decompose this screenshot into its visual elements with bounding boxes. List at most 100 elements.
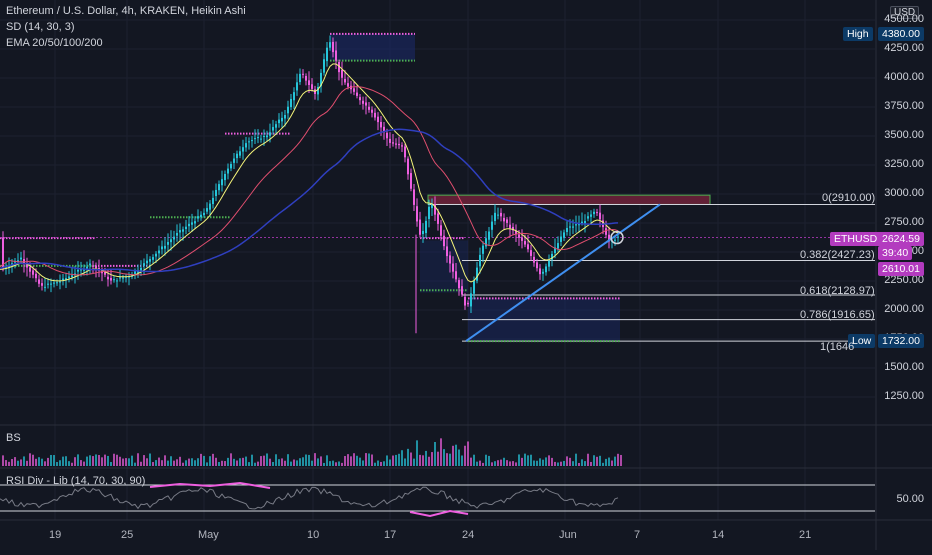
candle-body: [263, 135, 265, 137]
volume-bar: [71, 462, 73, 466]
volume-bar: [560, 461, 562, 466]
candle-body: [326, 47, 328, 62]
volume-bar: [212, 453, 214, 466]
rsi-pane-label[interactable]: RSI Div - Lib (14, 70, 30, 90): [6, 475, 146, 487]
volume-bar: [563, 460, 565, 466]
volume-bar: [587, 453, 589, 466]
volume-bar: [179, 456, 181, 466]
candle-body: [152, 257, 154, 260]
candle-body: [173, 236, 175, 240]
current-price-tag: 2624.59: [878, 232, 924, 246]
candle-body: [191, 222, 193, 225]
volume-bar: [584, 461, 586, 466]
candle-body: [311, 84, 313, 89]
volume-bar: [482, 462, 484, 466]
candle-body: [530, 250, 532, 256]
time-tick-label: 17: [384, 529, 397, 541]
volume-bar: [92, 456, 94, 466]
candle-body: [35, 273, 37, 279]
volume-bar: [32, 454, 34, 466]
volume-bar: [449, 453, 451, 466]
volume-bar: [605, 458, 607, 466]
volume-bar: [284, 460, 286, 466]
volume-bar: [161, 460, 163, 466]
candle-body: [194, 221, 196, 224]
candle-body: [365, 102, 367, 106]
volume-bar: [308, 454, 310, 466]
candle-body: [8, 265, 10, 268]
volume-bar: [539, 458, 541, 466]
volume-bar: [137, 453, 139, 466]
candle-body: [374, 112, 376, 118]
volume-bar: [290, 461, 292, 466]
indicator-sd-label[interactable]: SD (14, 30, 3): [6, 21, 75, 33]
price-tick-label: 2750.00: [884, 216, 924, 228]
volume-bar: [242, 457, 244, 466]
candle-body: [203, 212, 205, 216]
candle-body: [113, 279, 115, 281]
candle-body: [404, 146, 406, 158]
rsi-line: [0, 486, 619, 510]
candle-body: [608, 234, 610, 242]
volume-bar: [35, 458, 37, 466]
volume-bar: [506, 460, 508, 466]
volume-bar: [230, 453, 232, 466]
volume-bar: [332, 460, 334, 466]
time-tick-label: 14: [712, 529, 725, 541]
volume-bar: [554, 461, 556, 466]
volume-bar: [272, 461, 274, 466]
candle-body: [164, 245, 166, 249]
volume-bar: [257, 461, 259, 466]
candle-body: [470, 293, 472, 307]
volume-bar: [545, 457, 547, 466]
volume-bar: [494, 461, 496, 466]
candle-body: [275, 124, 277, 128]
volume-bar: [215, 457, 217, 466]
volume-bar: [350, 456, 352, 466]
volume-bar: [476, 461, 478, 466]
volume-bar: [131, 455, 133, 466]
candle-body: [77, 269, 79, 272]
volume-bar: [29, 453, 31, 466]
candle-body: [170, 239, 172, 243]
candle-body: [353, 88, 355, 92]
volume-bar: [614, 456, 616, 466]
candle-body: [338, 62, 340, 73]
rsi-level-label: 50.00: [896, 493, 924, 505]
volume-bar: [575, 453, 577, 466]
volume-pane-label[interactable]: BS: [6, 432, 21, 444]
candle-body: [308, 80, 310, 85]
volume-bar: [500, 459, 502, 466]
indicator-ema-label[interactable]: EMA 20/50/100/200: [6, 37, 103, 49]
volume-bar: [143, 455, 145, 466]
volume-bar: [188, 458, 190, 466]
candle-body: [161, 246, 163, 250]
candle-body: [179, 230, 181, 233]
volume-bar: [458, 449, 460, 466]
volume-bar: [488, 455, 490, 466]
volume-bar: [491, 462, 493, 466]
ema200-line: [0, 128, 619, 273]
volume-bar: [512, 461, 514, 466]
candle-body: [545, 266, 547, 273]
volume-bar: [221, 460, 223, 466]
volume-bar: [530, 454, 532, 466]
volume-bar: [431, 452, 433, 466]
volume-bar: [158, 457, 160, 466]
candle-body: [155, 253, 157, 257]
volume-bar: [107, 455, 109, 466]
candle-body: [95, 265, 97, 269]
candle-body: [182, 229, 184, 232]
candle-body: [299, 73, 301, 83]
candle-body: [464, 296, 466, 306]
volume-bar: [287, 454, 289, 466]
candle-body: [452, 263, 454, 272]
volume-bar: [122, 458, 124, 466]
candle-body: [458, 280, 460, 289]
currency-badge[interactable]: USD: [890, 6, 920, 19]
candle-body: [176, 233, 178, 236]
candle-body: [557, 243, 559, 249]
candle-body: [59, 281, 61, 283]
